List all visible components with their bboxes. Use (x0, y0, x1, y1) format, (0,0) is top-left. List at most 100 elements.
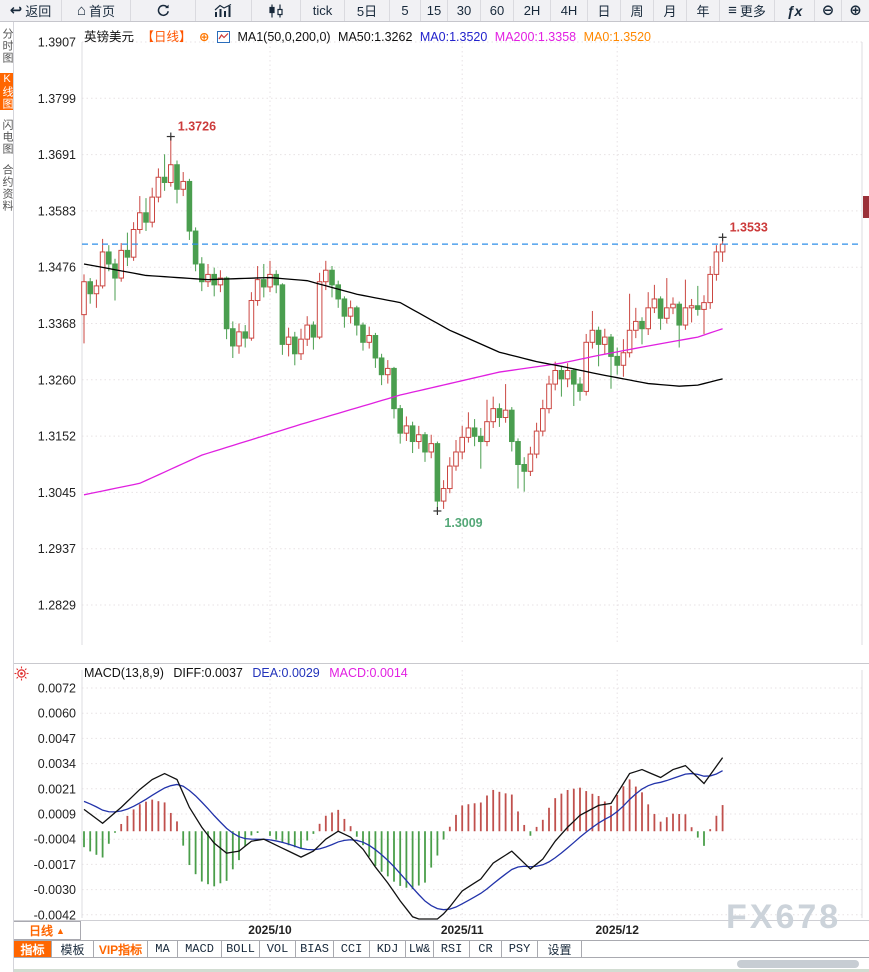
fx-button-label: ƒx (786, 2, 803, 19)
mini-chart-icon[interactable] (216, 31, 230, 43)
period-week-button[interactable]: 周 (621, 0, 654, 21)
macd-settings-label: MACD(13,8,9) (84, 666, 164, 680)
period-week-button-label: 周 (630, 4, 644, 19)
period-month-button[interactable]: 月 (654, 0, 687, 21)
period-5d-button[interactable]: 5日 (345, 0, 390, 21)
sidebar-item-chart-type[interactable]: 闪电图 (1, 119, 13, 155)
sidebar-item-chart-type[interactable]: 分时图 (1, 28, 13, 64)
y-axis-tick: 1.3476 (38, 261, 76, 275)
bar-chart-button[interactable] (196, 0, 252, 21)
period-4h-button[interactable]: 4H (551, 0, 588, 21)
period-15-button-label: 15 (426, 3, 442, 18)
tab-CCI[interactable]: CCI (334, 941, 370, 957)
tab-VIP指标[interactable]: VIP指标 (94, 941, 148, 957)
period-30-button[interactable]: 30 (448, 0, 481, 21)
time-axis-row: 日线 ▲ 2025/10 2025/11 2025/12 (13, 920, 869, 940)
period-day-button-label: 日 (597, 4, 611, 19)
refresh-button[interactable] (131, 0, 196, 21)
x-axis-label: 2025/12 (595, 923, 639, 937)
sidebar-item-chart-type[interactable]: 合约资料 (1, 164, 13, 212)
period-month-button-label: 月 (663, 4, 677, 19)
tab-MACD[interactable]: MACD (178, 941, 222, 957)
macd-axis-tick: -0.0030 (34, 883, 76, 897)
period-4h-button-label: 4H (560, 3, 578, 18)
home-button-label: 首页 (89, 4, 116, 19)
y-axis-tick: 1.2829 (38, 599, 76, 613)
ma0-orange-value: MA0:1.3520 (583, 30, 652, 44)
main-candlestick-chart[interactable]: 1.3907 1.3799 1.3691 1.3583 1.3476 1.3368 1.32… (14, 22, 869, 663)
period-year-button-label: 年 (696, 4, 710, 19)
period-5d-button-label: 5日 (356, 4, 378, 19)
more-button-label: 更多 (739, 4, 766, 19)
price-annotation: 1.3009 (444, 516, 482, 530)
period-5-button-label: 5 (401, 3, 409, 18)
right-scrollbar-marker (863, 196, 869, 218)
y-axis-tick: 1.3691 (38, 148, 76, 162)
bar-chart-icon (214, 3, 233, 18)
tab-KDJ[interactable]: KDJ (370, 941, 406, 957)
home-icon: ⌂ (76, 2, 87, 19)
indicator-settings-icon[interactable] (14, 666, 29, 681)
candlestick-button[interactable] (252, 0, 301, 21)
period-60-button-label: 60 (489, 3, 505, 18)
price-annotation: 1.3726 (178, 120, 216, 134)
y-axis-tick: 1.3583 (38, 204, 76, 218)
footer-scroll-area (14, 958, 869, 972)
tick-button[interactable]: tick (301, 0, 345, 21)
tab-RSI[interactable]: RSI (434, 941, 470, 957)
tab-CR[interactable]: CR (470, 941, 502, 957)
zoom-in-button[interactable]: ⊕ (842, 0, 869, 21)
macd-axis-tick: 0.0034 (38, 757, 76, 771)
horizontal-scrollbar-thumb[interactable] (737, 960, 859, 968)
ma50-value: MA50:1.3262 (338, 30, 413, 44)
more-icon: ≡ (728, 2, 737, 19)
period-30-button-label: 30 (456, 3, 472, 18)
tab-MA[interactable]: MA (148, 941, 178, 957)
y-axis-tick: 1.3260 (38, 373, 76, 387)
tab-BOLL[interactable]: BOLL (222, 941, 260, 957)
sidebar-item-selected[interactable]: K线图 (0, 73, 13, 110)
tab-模板[interactable]: 模板 (52, 941, 94, 958)
macd-indicator-chart[interactable]: 0.0072 0.0060 0.0047 0.0034 0.0021 0.0009 -0.0… (14, 664, 869, 920)
period-year-button[interactable]: 年 (687, 0, 720, 21)
macd-axis-tick: -0.0017 (34, 858, 76, 872)
tab-指标[interactable]: 指标 (14, 941, 52, 957)
period-15-button[interactable]: 15 (421, 0, 448, 21)
period-2h-button[interactable]: 2H (514, 0, 551, 21)
y-axis-tick: 1.2937 (38, 542, 76, 556)
symbol-name: 英镑美元 (84, 30, 135, 44)
macd-axis-tick: 0.0047 (38, 732, 76, 746)
zoom-out-button[interactable]: ⊖ (815, 0, 842, 21)
back-button[interactable]: ↩ 返回 (0, 0, 62, 21)
back-button-label: 返回 (25, 4, 52, 19)
period-60-button[interactable]: 60 (481, 0, 514, 21)
home-button[interactable]: ⌂ 首页 (62, 0, 131, 21)
fx-button[interactable]: ƒx (775, 0, 815, 21)
tab-设置[interactable]: 设置 (538, 941, 582, 958)
macd-value: MACD:0.0014 (329, 666, 408, 680)
tab-LW&[interactable]: LW& (406, 941, 434, 957)
y-axis-tick: 1.3368 (38, 317, 76, 331)
x-axis-label: 2025/10 (248, 923, 292, 937)
tab-PSY[interactable]: PSY (502, 941, 538, 957)
period-day-button[interactable]: 日 (588, 0, 621, 21)
more-button[interactable]: ≡ 更多 (720, 0, 775, 21)
add-indicator-icon[interactable]: ⊕ (199, 30, 210, 44)
macd-header: MACD(13,8,9) DIFF:0.0037 DEA:0.0029 MACD… (84, 666, 414, 680)
tab-VOL[interactable]: VOL (260, 941, 296, 957)
price-annotation: 1.3533 (730, 220, 768, 234)
macd-axis-tick: -0.0042 (34, 908, 76, 920)
period-selector-tab[interactable]: 日线 ▲ (13, 921, 81, 940)
tick-button-label: tick (312, 3, 333, 18)
dea-value: DEA:0.0029 (252, 666, 320, 680)
back-icon: ↩ (9, 2, 23, 19)
y-axis-tick: 1.3799 (38, 92, 76, 106)
chart-header: 英镑美元 【日线】 ⊕ MA1(50,0,200,0) MA50:1.3262 … (84, 26, 655, 45)
macd-axis-tick: 0.0021 (38, 782, 76, 796)
period-5-button[interactable]: 5 (390, 0, 421, 21)
zoom-in-icon: ⊕ (849, 2, 862, 19)
y-axis-tick: 1.3907 (38, 36, 76, 50)
tab-BIAS[interactable]: BIAS (296, 941, 334, 957)
period-tab-arrow-icon: ▲ (56, 925, 65, 936)
macd-axis-tick: 0.0009 (38, 808, 76, 822)
